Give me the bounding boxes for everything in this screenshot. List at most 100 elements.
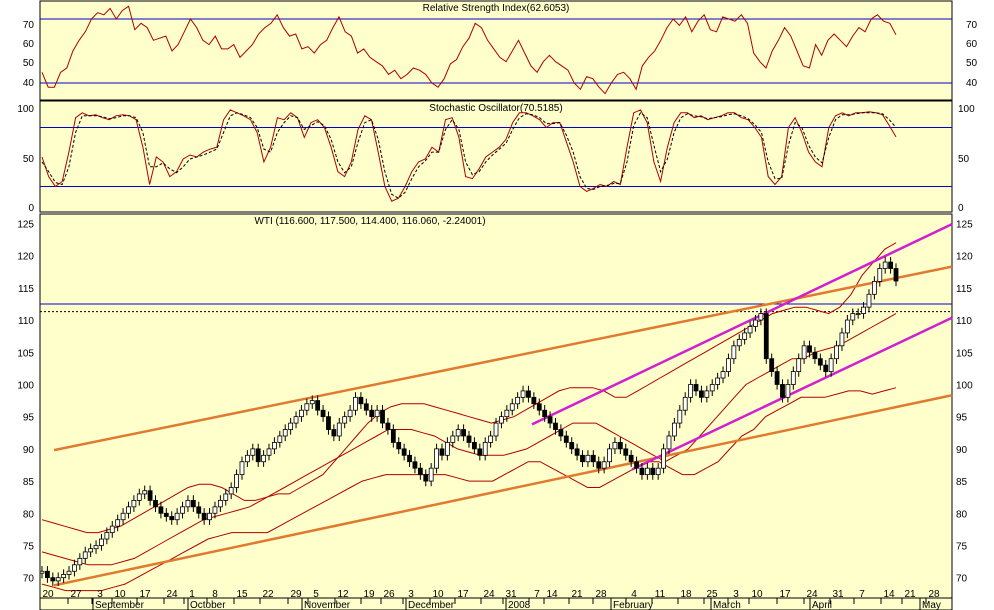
candle-body (61, 574, 67, 579)
x-day-tick: 26 (383, 589, 395, 600)
candle-body (201, 512, 207, 521)
candle-body (72, 564, 77, 572)
candle-body (93, 545, 99, 550)
stoch-tick-left: 50 (23, 154, 35, 165)
x-month-label: October (190, 600, 226, 610)
candle-body (617, 442, 623, 450)
x-day-tick: 21 (904, 589, 916, 600)
candle-body (866, 293, 872, 308)
candle-body (358, 396, 364, 405)
candle-body (585, 454, 591, 463)
candle-body (877, 268, 883, 282)
candle-body (790, 371, 796, 385)
candle-body (493, 422, 499, 437)
candle-body (580, 454, 585, 463)
x-day-tick: 17 (139, 589, 151, 600)
candle-body (466, 435, 472, 443)
candle-body (817, 358, 823, 366)
rsi-tick-right: 40 (966, 78, 978, 89)
price-tick-left: 100 (17, 380, 34, 391)
candle-body (769, 358, 775, 372)
candle-body (704, 390, 710, 398)
candle-body (315, 400, 321, 411)
candle-body (234, 474, 239, 488)
rsi-title: Relative Strength Index(62.6053) (423, 3, 570, 14)
bollinger-lower-line (41, 387, 897, 592)
candle-body (763, 313, 769, 360)
candle-body (293, 416, 299, 424)
candle-body (417, 467, 423, 476)
rsi-panel (39, 0, 953, 101)
price-tick-left: 125 (17, 219, 34, 230)
price-tick-right: 125 (956, 219, 973, 230)
candle-body (185, 499, 191, 508)
x-day-tick: 29 (290, 589, 302, 600)
candle-body (45, 570, 50, 579)
candle-body (347, 409, 353, 418)
candle-body (331, 429, 337, 437)
x-month-label: April (812, 600, 832, 610)
stochastic-panel (39, 100, 953, 213)
candle-body (385, 422, 391, 430)
candle-body (472, 442, 477, 450)
rsi-tick-right: 50 (966, 58, 978, 69)
stoch-d-line (41, 112, 897, 199)
x-day-tick: 15 (236, 589, 248, 600)
x-day-tick: 17 (779, 589, 791, 600)
candle-body (547, 416, 553, 424)
orange-channel-lower (53, 394, 953, 587)
candle-body (531, 396, 537, 405)
candle-body (520, 390, 526, 398)
stoch-k-line (41, 109, 897, 202)
candle-body (304, 403, 310, 411)
candle-body (147, 490, 153, 501)
x-axis: 20 27 3 10 17 24 1 8 15 22 29 5 12 19 26 3 10 17 24 31 7 14 21… (39, 589, 941, 610)
candle-body (812, 351, 818, 360)
candle-body (834, 345, 839, 360)
rsi-tick-right: 60 (966, 39, 978, 50)
x-day-tick: 14 (883, 589, 895, 600)
candle-body (115, 519, 121, 527)
candle-body (82, 551, 88, 559)
price-tick-left: 115 (18, 284, 34, 295)
candle-body (342, 416, 348, 424)
x-day-tick: 1 (189, 589, 195, 600)
candle-body (380, 409, 385, 424)
candle-body (261, 454, 267, 463)
candle-body (850, 313, 856, 321)
candle-body (207, 512, 212, 521)
price-title: WTI (116.600, 117.500, 114.400, 116.060,… (254, 216, 485, 227)
candle-body (736, 338, 742, 347)
stochastic-title: Stochastic Oscillator(70.5185) (429, 103, 562, 114)
candle-body (272, 442, 277, 450)
candle-body (650, 467, 656, 476)
candle-body (844, 319, 850, 334)
candle-body (482, 442, 488, 456)
candle-body (655, 467, 661, 476)
x-day-tick: 28 (928, 589, 940, 600)
price-tick-right: 80 (956, 509, 968, 520)
candle-body (644, 467, 650, 476)
candle-body (601, 461, 607, 469)
candle-body (861, 306, 866, 315)
candle-body (542, 409, 548, 418)
x-day-tick: 4 (631, 589, 637, 600)
candle-body (163, 512, 169, 517)
x-month-label: February (613, 600, 653, 610)
candle-body (444, 442, 450, 456)
x-day-tick: 3 (408, 589, 414, 600)
x-day-tick: 21 (571, 589, 583, 600)
candle-body (677, 409, 683, 424)
x-day-tick: 12 (337, 589, 349, 600)
x-day-tick: 10 (432, 589, 444, 600)
candle-body (158, 506, 164, 514)
x-month-label: December (408, 600, 455, 610)
candle-body (88, 548, 94, 553)
candle-body (142, 490, 148, 495)
candle-body (353, 396, 358, 411)
candle-body (55, 577, 61, 582)
candle-body (266, 448, 272, 456)
candle-body (671, 422, 677, 437)
x-day-tick: 20 (42, 589, 54, 600)
candle-body (396, 442, 402, 450)
